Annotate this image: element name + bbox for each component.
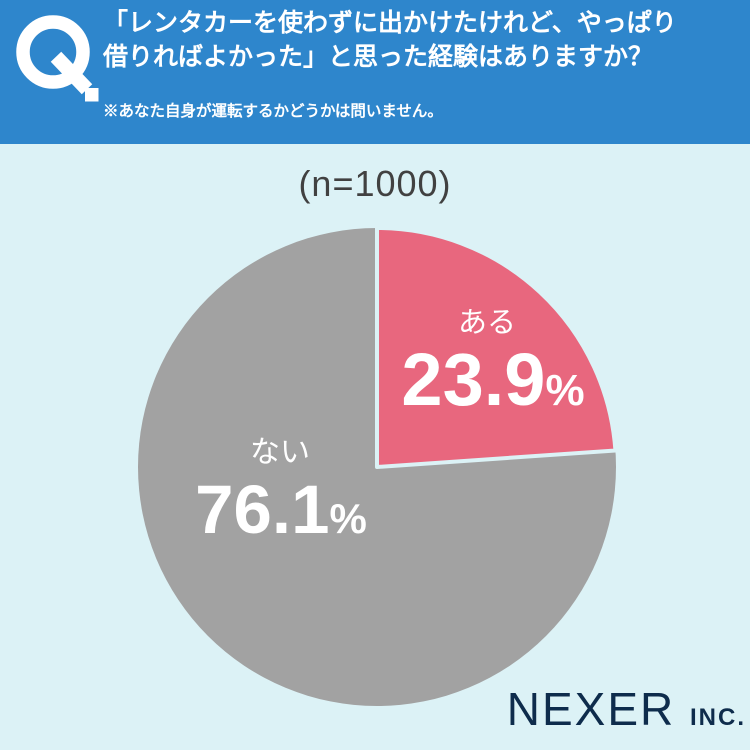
svg-text:ない: ない (250, 436, 310, 469)
svg-text:ある: ある (458, 307, 516, 339)
